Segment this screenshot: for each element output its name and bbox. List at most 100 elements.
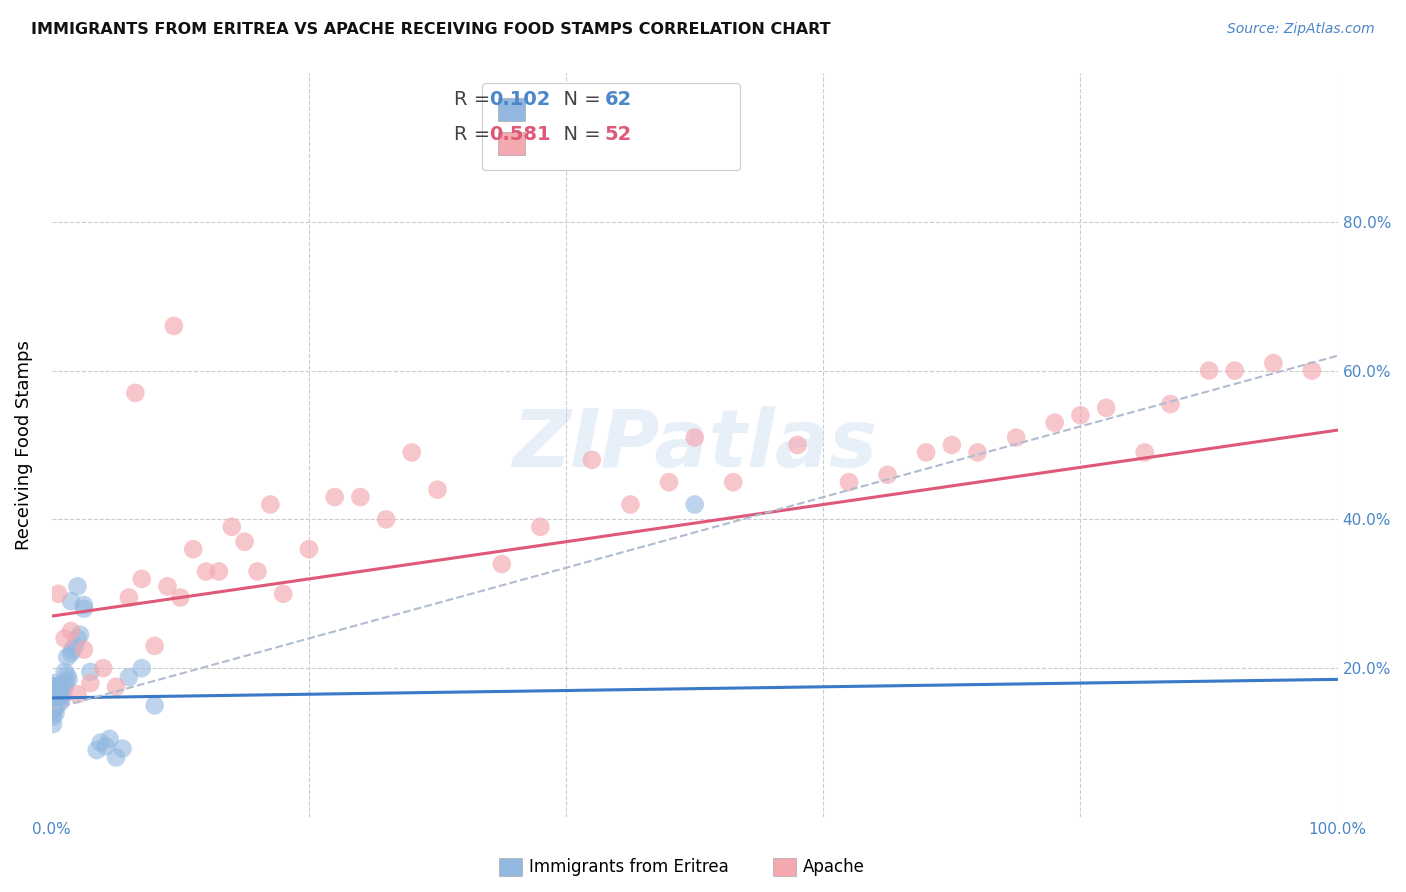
Point <box>45 706 67 720</box>
Point <box>683 431 706 445</box>
Point <box>1301 363 1323 377</box>
Point <box>915 445 938 459</box>
Point <box>966 445 988 459</box>
Point <box>208 565 231 579</box>
Point <box>786 438 808 452</box>
Point <box>131 661 153 675</box>
Point <box>1095 401 1118 415</box>
Point <box>45 690 67 705</box>
Point <box>45 687 67 701</box>
Text: N =: N = <box>551 125 606 145</box>
Text: 52: 52 <box>605 125 631 145</box>
Point <box>349 490 371 504</box>
Point <box>44 687 66 701</box>
Point <box>44 680 66 694</box>
Point <box>111 741 134 756</box>
Point <box>1159 397 1181 411</box>
Point <box>60 642 83 657</box>
Point <box>581 453 603 467</box>
Point <box>60 624 83 638</box>
Text: ZIPatlas: ZIPatlas <box>512 406 877 484</box>
Text: R =: R = <box>454 89 496 109</box>
Point <box>143 698 166 713</box>
Text: Immigrants from Eritrea: Immigrants from Eritrea <box>529 858 728 876</box>
Point <box>94 739 117 754</box>
Point <box>42 709 65 723</box>
Point <box>49 695 72 709</box>
Point <box>259 498 281 512</box>
Point <box>55 676 77 690</box>
Point <box>56 650 79 665</box>
Point <box>143 639 166 653</box>
Point <box>426 483 449 497</box>
Point <box>1263 356 1285 370</box>
Point <box>45 687 67 701</box>
Point <box>1043 416 1066 430</box>
Point <box>42 702 65 716</box>
Point <box>45 695 67 709</box>
Text: N =: N = <box>551 89 606 109</box>
Text: 0.102: 0.102 <box>489 89 550 109</box>
Point <box>42 687 65 701</box>
Point <box>195 565 218 579</box>
Point <box>53 632 76 646</box>
Point <box>48 680 70 694</box>
Point <box>124 385 146 400</box>
Point <box>60 594 83 608</box>
Point <box>45 698 67 713</box>
Text: Source: ZipAtlas.com: Source: ZipAtlas.com <box>1227 22 1375 37</box>
Point <box>86 743 108 757</box>
Point <box>42 683 65 698</box>
Point <box>56 668 79 682</box>
Point <box>42 690 65 705</box>
Point <box>1198 363 1220 377</box>
Point <box>169 591 191 605</box>
Legend:                               ,                               : , <box>482 83 740 170</box>
Point <box>63 639 86 653</box>
Point <box>91 661 114 675</box>
Point <box>98 731 121 746</box>
Point <box>838 475 860 490</box>
Point <box>79 665 101 679</box>
Point <box>49 690 72 705</box>
Point <box>46 687 69 701</box>
Point <box>876 467 898 482</box>
Point <box>42 717 65 731</box>
Text: Apache: Apache <box>803 858 865 876</box>
Y-axis label: Receiving Food Stamps: Receiving Food Stamps <box>15 340 32 550</box>
Point <box>1005 431 1028 445</box>
Text: IMMIGRANTS FROM ERITREA VS APACHE RECEIVING FOOD STAMPS CORRELATION CHART: IMMIGRANTS FROM ERITREA VS APACHE RECEIV… <box>31 22 831 37</box>
Point <box>491 557 513 571</box>
Point <box>163 318 186 333</box>
Point <box>233 534 256 549</box>
Point <box>52 687 75 701</box>
Point <box>45 680 67 694</box>
Point <box>723 475 745 490</box>
Point <box>73 601 96 615</box>
Point <box>941 438 963 452</box>
Point <box>44 698 66 713</box>
Point <box>401 445 423 459</box>
Point <box>298 542 321 557</box>
Point <box>246 565 269 579</box>
Text: 0.581: 0.581 <box>489 125 551 145</box>
Point <box>118 670 141 684</box>
Point <box>46 683 69 698</box>
Point <box>53 680 76 694</box>
Point <box>131 572 153 586</box>
Point <box>105 750 128 764</box>
Point <box>105 680 128 694</box>
Point <box>66 687 89 701</box>
Point <box>44 676 66 690</box>
Point <box>90 736 112 750</box>
Point <box>45 690 67 705</box>
Point <box>323 490 346 504</box>
Point <box>1069 409 1091 423</box>
Point <box>42 680 65 694</box>
Point <box>69 628 91 642</box>
Text: R =: R = <box>454 125 496 145</box>
Point <box>51 683 73 698</box>
Point <box>44 690 66 705</box>
Point <box>45 683 67 698</box>
Point <box>375 512 398 526</box>
